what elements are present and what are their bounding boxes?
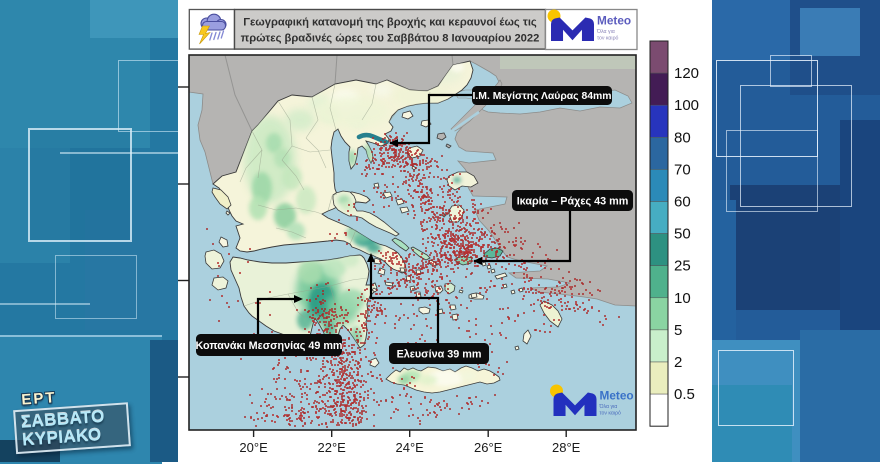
svg-text:Ικαρία – Ράχες 43 mm: Ικαρία – Ράχες 43 mm (517, 195, 629, 207)
svg-text:100: 100 (674, 97, 699, 114)
svg-text:Κοπανάκι Μεσσηνίας 49 mm: Κοπανάκι Μεσσηνίας 49 mm (195, 340, 342, 352)
svg-text:70: 70 (674, 161, 691, 178)
svg-text:24°E: 24°E (396, 440, 425, 455)
svg-text:22°E: 22°E (318, 440, 347, 455)
svg-text:60: 60 (674, 194, 691, 211)
svg-text:28°E: 28°E (552, 440, 581, 455)
svg-text:2: 2 (674, 354, 682, 371)
svg-text:80: 80 (674, 129, 691, 146)
svg-text:10: 10 (674, 290, 691, 307)
svg-text:Γεωγραφική κατανομή της βροχής: Γεωγραφική κατανομή της βροχής και κεραυ… (243, 17, 537, 29)
svg-text:Όλα για: Όλα για (599, 404, 618, 410)
svg-text:Ι.Μ. Μεγίστης Λαύρας 84mm: Ι.Μ. Μεγίστης Λαύρας 84mm (473, 91, 612, 102)
svg-text:25: 25 (674, 258, 691, 275)
svg-text:26°E: 26°E (474, 440, 503, 455)
svg-text:120: 120 (674, 65, 699, 82)
svg-text:τον καιρό: τον καιρό (597, 35, 619, 42)
svg-text:50: 50 (674, 226, 691, 243)
svg-text:Όλα για: Όλα για (596, 29, 615, 35)
svg-text:Meteo: Meteo (597, 14, 631, 28)
svg-text:0.5: 0.5 (674, 386, 695, 403)
svg-text:5: 5 (674, 322, 682, 339)
svg-text:τον καιρό: τον καιρό (600, 410, 622, 417)
svg-text:20°E: 20°E (239, 440, 268, 455)
svg-text:πρώτες βραδινές ώρες του Σαββά: πρώτες βραδινές ώρες του Σαββάτου 8 Ιανο… (241, 33, 540, 45)
svg-text:Ελευσίνα 39 mm: Ελευσίνα 39 mm (397, 348, 482, 360)
svg-text:Meteo: Meteo (600, 389, 634, 403)
